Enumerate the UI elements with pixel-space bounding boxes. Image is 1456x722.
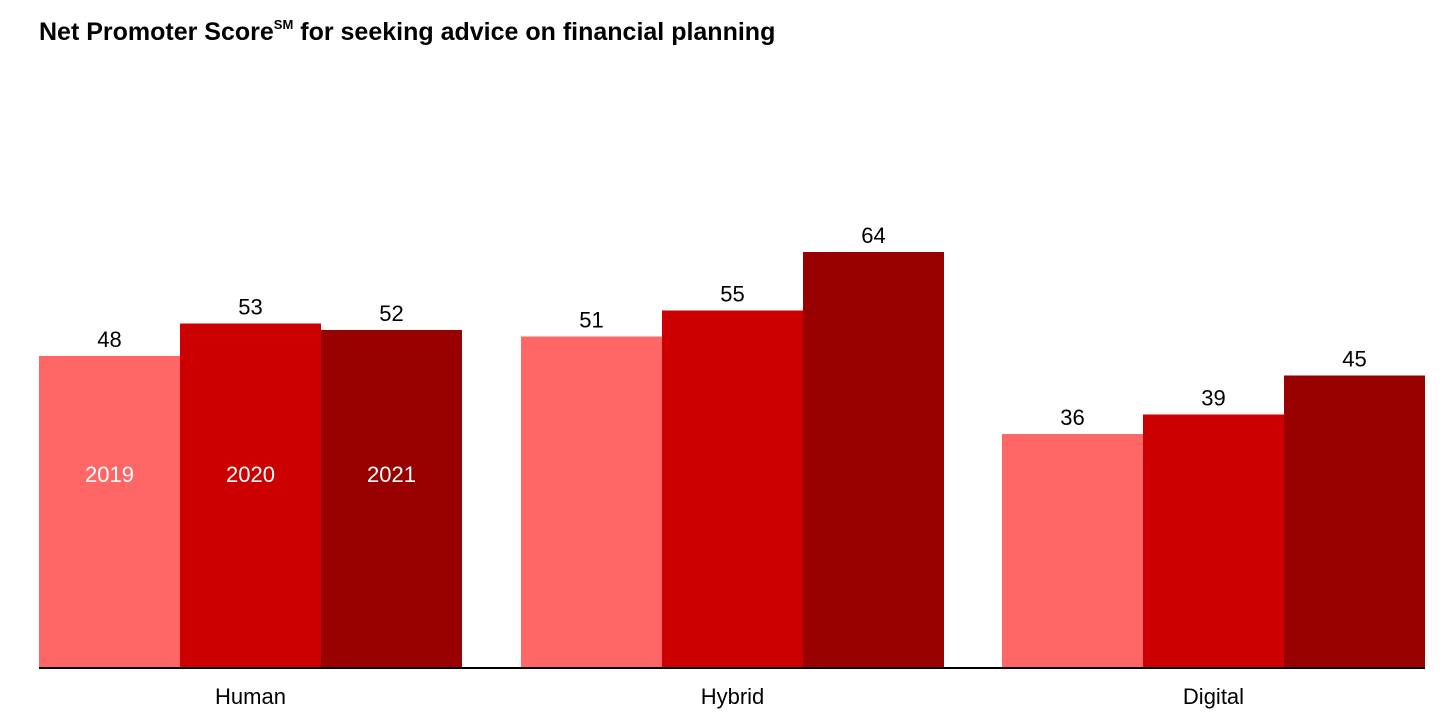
legend-label-2020: 2020 bbox=[226, 462, 275, 487]
bar-group-human: 48 2019 53 2020 52 2021 Human bbox=[39, 295, 462, 709]
data-label-digital-2020: 39 bbox=[1201, 386, 1225, 411]
bar-digital-2020 bbox=[1143, 414, 1284, 668]
bar-hybrid-2020 bbox=[662, 310, 803, 668]
legend-label-2019: 2019 bbox=[85, 462, 134, 487]
data-label-human-2021: 52 bbox=[379, 301, 403, 326]
data-label-hybrid-2021: 64 bbox=[861, 223, 885, 248]
bar-human-2020 bbox=[180, 323, 321, 668]
bar-human-2019 bbox=[39, 356, 180, 668]
service-mark: SM bbox=[273, 17, 294, 32]
bar-digital-2019 bbox=[1002, 434, 1143, 668]
category-label-digital: Digital bbox=[1183, 684, 1244, 709]
data-label-digital-2021: 45 bbox=[1342, 347, 1366, 372]
bar-digital-2021 bbox=[1284, 375, 1425, 668]
chart-title-main: Net Promoter Score bbox=[39, 18, 274, 46]
bar-hybrid-2021 bbox=[803, 252, 944, 668]
bar-group-digital: 36 39 45 Digital bbox=[1002, 347, 1425, 709]
data-label-human-2019: 48 bbox=[97, 327, 121, 352]
category-label-hybrid: Hybrid bbox=[701, 684, 765, 709]
category-label-human: Human bbox=[215, 684, 286, 709]
chart-title-rest: for seeking advice on financial planning bbox=[293, 18, 776, 46]
legend-label-2021: 2021 bbox=[367, 462, 416, 487]
data-label-hybrid-2019: 51 bbox=[579, 308, 603, 333]
bar-human-2021 bbox=[321, 330, 462, 668]
bar-hybrid-2019 bbox=[521, 336, 662, 668]
bar-group-hybrid: 51 55 64 Hybrid bbox=[521, 223, 944, 709]
chart-title: Net Promoter ScoreSM for seeking advice … bbox=[39, 18, 775, 47]
data-label-digital-2019: 36 bbox=[1060, 405, 1084, 430]
data-label-human-2020: 53 bbox=[238, 295, 262, 320]
data-label-hybrid-2020: 55 bbox=[720, 282, 744, 307]
